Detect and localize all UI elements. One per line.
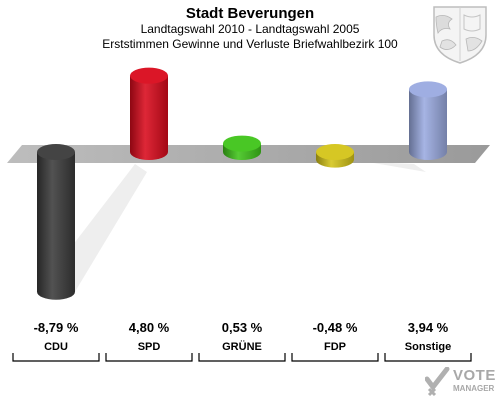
category-bracket-fdp [291, 353, 379, 362]
chart-subtitle: Landtagswahl 2010 - Landtagswahl 2005 [140, 22, 360, 36]
vote-manager-logo: VOTE MANAGER [424, 366, 500, 397]
chart-title: Stadt Beverungen [185, 5, 315, 22]
category-label-spd: SPD [138, 341, 161, 353]
chart-titles: Stadt Beverungen Landtagswahl 2010 - Lan… [0, 5, 500, 52]
chart-subtitle-2: Erststimmen Gewinne und Verluste Briefwa… [102, 37, 398, 51]
bar-grüne [223, 135, 261, 160]
logo-vote-text: VOTE [453, 367, 496, 384]
bar-body-sonstige [409, 89, 447, 152]
value-label-fdp: -0,48 % [313, 320, 358, 335]
bar-top-cap-spd [130, 67, 168, 84]
category-bracket-grüne [198, 353, 286, 362]
category-label-sonstige: Sonstige [405, 341, 451, 353]
value-label-cdu: -8,79 % [34, 320, 79, 335]
category-label-cdu: CDU [44, 341, 68, 353]
bar-top-cap-cdu [37, 144, 75, 160]
bar-body-spd [130, 75, 168, 152]
category-bracket-sonstige [384, 353, 472, 362]
bar-top-cap-grüne [223, 135, 261, 152]
coat-of-arms-icon [433, 6, 487, 64]
bar-bottom-cap-cdu [37, 283, 75, 300]
bar-fdp [316, 144, 354, 168]
bar-cdu [37, 144, 75, 300]
category-label-grüne: GRÜNE [222, 340, 262, 353]
bar-top-cap-sonstige [409, 81, 447, 98]
bar-bottom-cap-spd [130, 144, 168, 160]
logo-manager-text: MANAGER [453, 384, 495, 393]
bar-sonstige [409, 81, 447, 160]
value-label-sonstige: 3,94 % [408, 320, 449, 335]
bar-spd [130, 67, 168, 160]
checkmark-icon [424, 366, 450, 397]
category-bracket-cdu [12, 353, 100, 362]
bar-top-cap-fdp [316, 144, 354, 160]
category-label-fdp: FDP [324, 341, 346, 353]
bar-bottom-cap-sonstige [409, 144, 447, 160]
value-label-spd: 4,80 % [129, 320, 170, 335]
category-bracket-spd [105, 353, 193, 362]
value-label-grüne: 0,53 % [222, 320, 263, 335]
bar-body-cdu [37, 152, 75, 292]
